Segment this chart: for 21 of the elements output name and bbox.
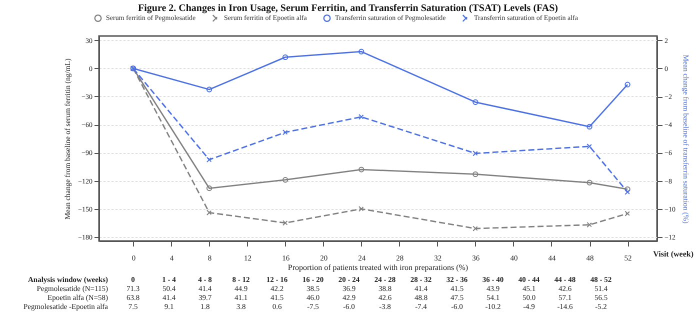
point: [586, 180, 592, 186]
point: [586, 222, 592, 228]
point: [282, 54, 288, 60]
text: Proportion of patients treated with iron preparations (%): [286, 263, 470, 272]
point: [586, 124, 592, 130]
point: [358, 166, 364, 172]
x-axis-title: Visit (week): [653, 250, 694, 258]
point: [472, 150, 478, 156]
point: [358, 114, 364, 120]
point: [472, 171, 478, 178]
point: [358, 206, 364, 212]
point: [472, 226, 478, 232]
point: [624, 210, 630, 216]
point: [206, 86, 212, 92]
point: [282, 177, 288, 183]
chart-title: Figure 2. Changes in Iron Usage, Serum Ferritin, and Transferrin Saturation (TSAT) Levels (FAS): [137, 3, 559, 14]
point: [472, 99, 478, 105]
point: [586, 144, 592, 150]
point: [624, 189, 630, 195]
point: [206, 185, 212, 192]
point: [358, 48, 364, 54]
